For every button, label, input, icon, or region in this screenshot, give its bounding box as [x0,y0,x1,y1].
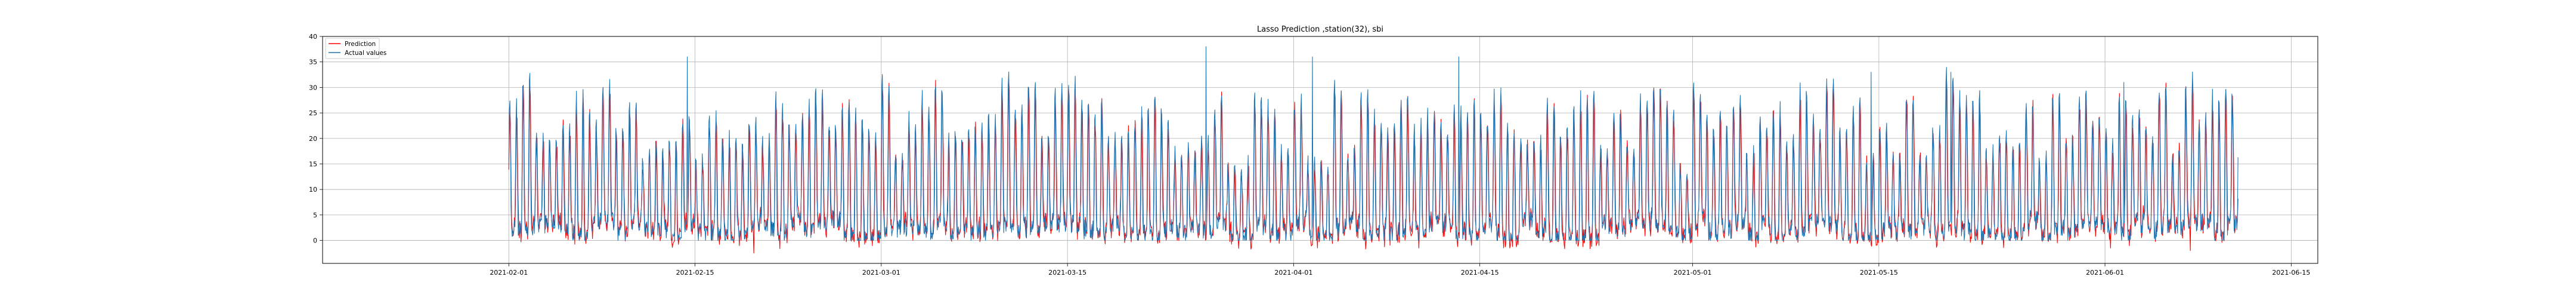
y-tick-label: 20 [309,135,317,143]
x-tick-label: 2021-03-01 [862,269,900,277]
y-tick-label: 30 [309,84,317,91]
axes [320,36,2318,266]
tick-labels: 2021-02-01 2021-02-15 2021-03-01 2021-03-15… [309,33,2310,277]
chart-title: Lasso Prediction ,station(32), sbi [1257,25,1383,34]
x-tick-label: 2021-04-01 [1274,269,1312,277]
legend: Prediction Actual values [325,38,386,59]
x-tick-label: 2021-02-01 [490,269,528,277]
y-tick-label: 0 [313,237,317,245]
y-tick-label: 5 [313,211,317,219]
y-tick-label: 40 [309,33,317,41]
series-lines [508,46,2238,254]
series-line-actual-values [508,46,2238,241]
plot-frame [322,36,2318,264]
x-tick-label: 2021-06-01 [2086,269,2124,277]
legend-label-actual-values: Actual values [345,50,386,57]
x-tick-label: 2021-05-15 [1860,269,1898,277]
x-tick-label: 2021-04-15 [1461,269,1499,277]
y-tick-label: 35 [309,59,317,66]
legend-label-prediction: Prediction [345,41,376,48]
y-tick-label: 10 [309,186,317,194]
x-tick-label: 2021-02-15 [676,269,714,277]
y-tick-label: 15 [309,160,317,168]
x-tick-label: 2021-06-15 [2272,269,2310,277]
x-tick-label: 2021-05-01 [1674,269,1712,277]
x-tick-label: 2021-03-15 [1048,269,1086,277]
y-tick-label: 25 [309,109,317,117]
